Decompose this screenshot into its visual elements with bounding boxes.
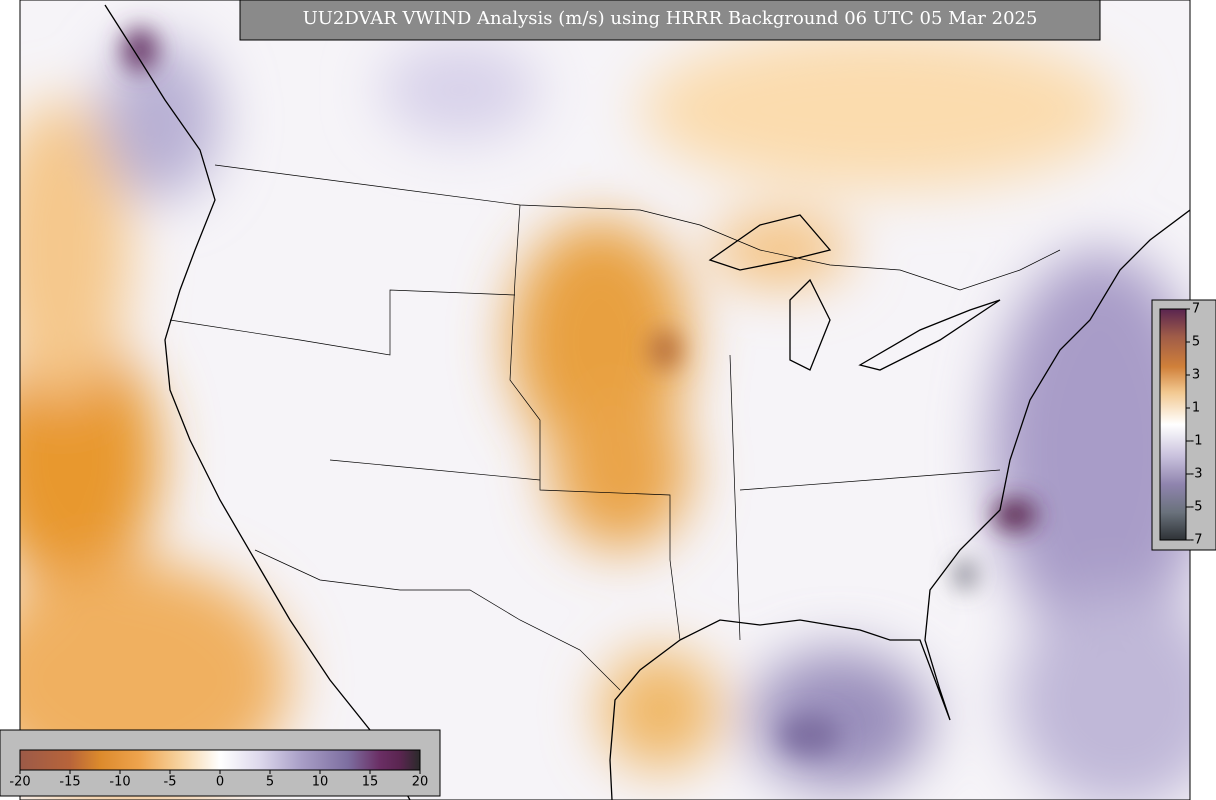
colorbar: [19, 749, 421, 771]
coastline: [104, 4, 411, 800]
tick-label: 15: [362, 775, 379, 790]
tick-label: 7: [1192, 302, 1200, 317]
tick-label: -5: [164, 775, 177, 790]
border: [509, 204, 681, 641]
tick-label: -5: [1190, 500, 1203, 515]
border: [214, 164, 1061, 291]
great-lakes: [708, 214, 1001, 371]
tick-label: 20: [412, 775, 429, 790]
colorbar-ticks: 7 5 3 1 -1 -3 -5 -7: [1186, 302, 1202, 548]
coastline: [679, 209, 1190, 721]
tick-label: 10: [312, 775, 329, 790]
tick-label: 5: [1192, 335, 1200, 350]
tick-label: 3: [1192, 368, 1200, 383]
map-title: UU2DVAR VWIND Analysis (m/s) using HRRR …: [303, 8, 1038, 29]
coastline: [609, 639, 681, 800]
border: [169, 289, 1001, 641]
tick-label: -15: [59, 775, 80, 790]
tick-label: 5: [266, 775, 274, 790]
colorbar: [1159, 308, 1187, 541]
tick-label: 1: [1192, 401, 1200, 416]
tick-label: 0: [216, 775, 224, 790]
tick-label: -7: [1190, 533, 1203, 548]
tick-label: -20: [9, 775, 30, 790]
border: [254, 549, 621, 691]
tick-label: -10: [109, 775, 130, 790]
title-box: [239, 0, 1101, 41]
tick-label: -1: [1190, 434, 1203, 449]
tick-label: -3: [1190, 467, 1203, 482]
colorbar-ticks: -20 -15 -10 -5 0 5 10 15 20: [9, 770, 428, 790]
